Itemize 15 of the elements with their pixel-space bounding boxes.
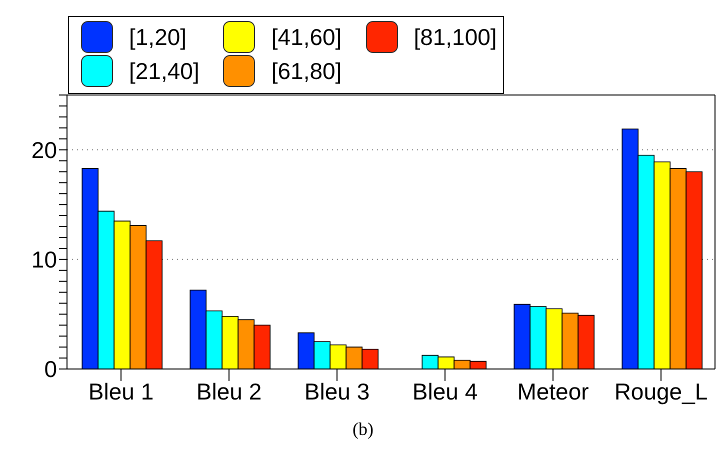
legend-label: [81,100] xyxy=(414,24,497,50)
legend-label: [21,40] xyxy=(129,58,200,84)
x-tick-label: Meteor xyxy=(517,378,590,404)
legend-label: [1,20] xyxy=(129,24,187,50)
y-tick-label: 0 xyxy=(44,356,57,382)
legend-label: [41,60] xyxy=(271,24,342,50)
x-tick-label: Bleu 1 xyxy=(88,378,154,404)
text: (b) xyxy=(352,419,374,440)
y-tick-label: 20 xyxy=(31,136,57,163)
x-tick-label: Bleu 2 xyxy=(196,378,262,404)
y-tick-label: 10 xyxy=(31,246,57,273)
legend-label: [61,80] xyxy=(271,58,342,84)
x-tick-label: Bleu 4 xyxy=(412,378,478,404)
x-tick-label: Bleu 3 xyxy=(304,378,370,404)
x-tick-label: Rouge_L xyxy=(614,378,708,404)
